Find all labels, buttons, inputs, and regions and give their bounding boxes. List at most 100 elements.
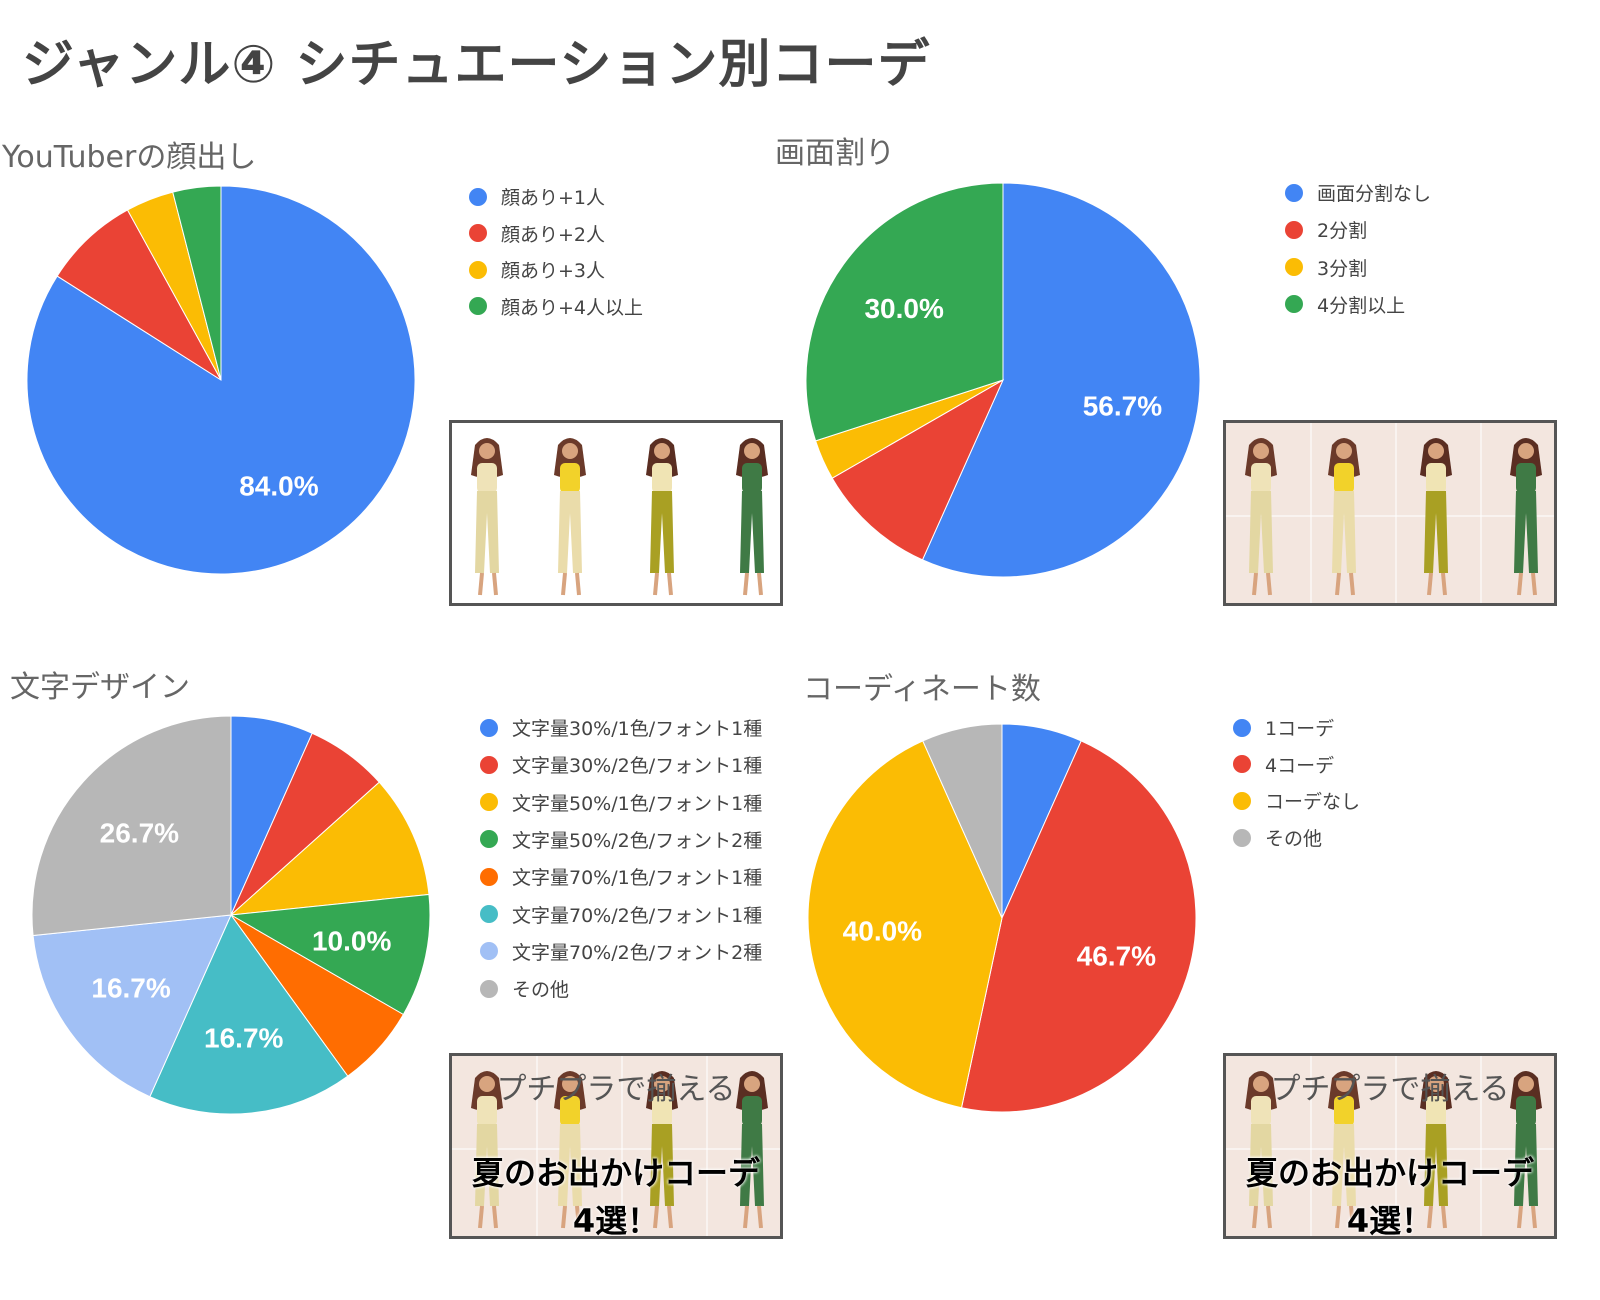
legend-label: 文字量50%/2色/フォント2種 — [512, 829, 763, 852]
legend-item: 文字量50%/1色/フォント1種 — [480, 789, 762, 816]
legend-dot-icon — [1233, 828, 1251, 847]
legend-dot-icon — [1233, 718, 1251, 737]
legend-item: 文字量50%/2色/フォント2種 — [480, 826, 762, 853]
legend-label: その他 — [1265, 828, 1323, 851]
thumbnail-top-text: プチプラで揃える — [1270, 1072, 1510, 1107]
slice-label: 30.0% — [864, 293, 943, 324]
pie-slice — [807, 740, 1003, 1109]
legend-item: 文字量70%/2色/フォント1種 — [480, 901, 762, 928]
woman-figure-icon — [1245, 1071, 1277, 1229]
legend-item: 4コーデ — [1233, 751, 1334, 778]
legend-dot-icon — [1285, 258, 1303, 277]
slice-label: 26.7% — [100, 817, 179, 848]
woman-figure-icon — [1328, 1071, 1360, 1229]
legend-item: 2分割 — [1285, 216, 1367, 243]
pie-slice — [922, 723, 1003, 919]
slice-label: 84.0% — [239, 470, 318, 501]
woman-figure-icon — [646, 1071, 678, 1229]
slice-label: 16.7% — [204, 1023, 283, 1054]
thumbnail-top-text: プチプラで揃える — [496, 1072, 736, 1107]
thumbnail-2 — [1223, 420, 1557, 606]
woman-figure-icon — [1245, 438, 1277, 596]
legend-dot-icon — [1285, 295, 1303, 314]
woman-figure-icon — [554, 438, 586, 596]
legend-label: 顔あり+1人 — [501, 187, 606, 209]
pie-slice — [921, 182, 1201, 578]
slice-label: 46.7% — [1077, 940, 1156, 971]
legend-dot-icon — [1285, 183, 1303, 202]
thumbnail-sub-text: 4選！ — [1346, 1202, 1434, 1239]
chart-title-coord-count: コーディネート数 — [803, 672, 1041, 707]
woman-figure-icon — [646, 438, 678, 596]
chart-title-text-design: 文字デザイン — [10, 670, 190, 705]
legend-item: その他 — [480, 975, 569, 1002]
woman-figure-icon — [1510, 1071, 1542, 1229]
legend-label: 文字量30%/1色/フォント1種 — [512, 718, 763, 740]
legend-dot-icon — [469, 187, 487, 206]
woman-figure-icon — [1328, 438, 1360, 596]
legend-item: コーデなし — [1233, 787, 1360, 814]
pie-slice — [172, 185, 222, 381]
pie-slice — [229, 893, 431, 1016]
thumbnail-main-text: 夏のお出かけコーデ — [1245, 1154, 1534, 1192]
legend-label: 顔あり+3人 — [501, 260, 606, 282]
pie-slice — [56, 209, 222, 381]
legend-item: 文字量70%/2色/フォント2種 — [480, 938, 762, 965]
legend-label: 文字量70%/2色/フォント2種 — [512, 941, 763, 964]
legend-dot-icon — [480, 755, 498, 774]
legend-item: 3分割 — [1285, 254, 1367, 281]
legend-label: 1コーデ — [1265, 718, 1335, 740]
pie-slice — [960, 740, 1197, 1113]
legend-dot-icon — [480, 867, 498, 886]
pie-slice — [831, 378, 1005, 561]
legend-dot-icon — [480, 942, 498, 961]
thumbnail-4: プチプラで揃える 夏のお出かけコーデ 4選！ — [1223, 1053, 1557, 1239]
legend-label: 顔あり+4人以上 — [501, 296, 644, 319]
woman-figure-icon — [1420, 1071, 1452, 1229]
legend-item: 文字量30%/2色/フォント1種 — [480, 751, 762, 778]
legend-dot-icon — [480, 718, 498, 737]
legend-dot-icon — [469, 224, 487, 242]
woman-figure-icon — [736, 438, 768, 596]
legend-label: 文字量70%/2色/フォント1種 — [512, 904, 763, 927]
legend-dot-icon — [1233, 791, 1251, 810]
legend-dot-icon — [1233, 755, 1251, 774]
slice-label: 16.7% — [91, 972, 170, 1003]
slice-label: 56.7% — [1083, 391, 1162, 422]
legend-item: 顔あり+3人 — [469, 256, 605, 283]
legend-dot-icon — [480, 905, 498, 923]
legend-label: その他 — [512, 979, 570, 1002]
slice-label: 40.0% — [843, 916, 922, 947]
legend-dot-icon — [480, 793, 498, 812]
legend-label: 2分割 — [1317, 220, 1368, 243]
legend-item: 顔あり+1人 — [469, 183, 605, 210]
thumbnail-3: プチプラで揃える 夏のお出かけコーデ 4選！ — [449, 1053, 783, 1239]
woman-figure-icon — [736, 1071, 768, 1229]
legend-item: 文字量30%/1色/フォント1種 — [480, 714, 762, 741]
legend-item: 1コーデ — [1233, 714, 1334, 741]
legend-dot-icon — [1285, 220, 1303, 239]
chart-title-face: YouTuberの顔出し — [2, 140, 257, 175]
main-title: ジャンル④ シチュエーション別コーデ — [22, 35, 931, 95]
legend-item: 顔あり+4人以上 — [469, 293, 643, 320]
legend-dot-icon — [469, 260, 487, 279]
legend-label: 3分割 — [1317, 257, 1368, 280]
chart-title-split: 画面割り — [775, 136, 895, 171]
legend-item: 4分割以上 — [1285, 291, 1405, 318]
pie-slice — [149, 914, 349, 1115]
pie-slice — [31, 715, 232, 937]
legend-label: 4コーデ — [1265, 754, 1335, 777]
thumbnail-main-text: 夏のお出かけコーデ — [471, 1154, 760, 1192]
legend-label: 画面分割なし — [1317, 183, 1432, 205]
legend-label: 顔あり+2人 — [501, 223, 606, 246]
pie-slice — [229, 781, 430, 916]
slice-label: 10.0% — [312, 926, 391, 957]
legend-dot-icon — [480, 830, 498, 849]
legend-item: 文字量70%/1色/フォント1種 — [480, 863, 762, 890]
legend-item: その他 — [1233, 824, 1322, 851]
legend-item: 画面分割なし — [1285, 179, 1431, 206]
thumbnail-1 — [449, 420, 783, 606]
pie-slice — [32, 914, 232, 1098]
legend-dot-icon — [469, 297, 487, 315]
woman-figure-icon — [1420, 438, 1452, 596]
